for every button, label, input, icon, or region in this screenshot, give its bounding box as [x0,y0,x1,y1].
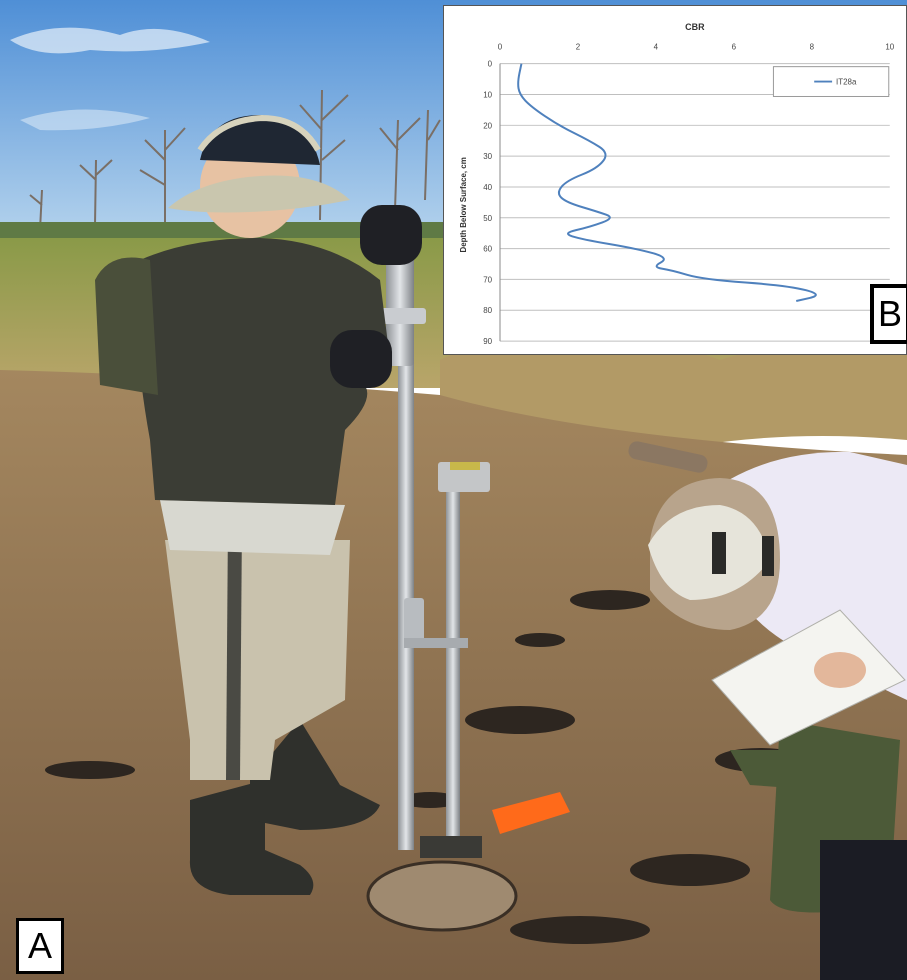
x-tick-label: 0 [498,43,503,52]
y-tick-label: 90 [483,337,492,346]
legend-label: IT28a [836,78,857,87]
y-tick-label: 30 [483,152,492,161]
chart-x-ticks: 0 2 4 6 8 10 [498,43,895,52]
y-tick-label: 0 [488,60,493,69]
y-tick-label: 60 [483,245,492,254]
penetrometer [372,250,490,858]
dark-mud-patches [45,590,805,944]
panel-b-label: B [870,284,907,344]
x-tick-label: 8 [810,43,815,52]
cloud [10,27,210,54]
chart-y-ticks: 0 10 20 30 40 50 60 70 80 90 [483,60,492,346]
chart-title: CBR [685,22,705,32]
cloud [20,109,150,131]
y-tick-label: 80 [483,306,492,315]
chart-series [517,63,817,302]
chart-legend: IT28a [772,66,890,97]
y-tick-label: 10 [483,90,492,99]
y-tick-label: 70 [483,275,492,284]
x-tick-label: 2 [576,43,581,52]
cbr-depth-chart: CBR Depth Below Surface, cm 0 2 4 6 8 10 0 10 2… [443,5,907,355]
dead-trees [29,89,441,231]
y-tick-label: 40 [483,183,492,192]
standing-person [95,114,422,895]
panel-a-label: A [16,918,64,974]
orange-flag [492,792,570,834]
grass-tufts [440,343,907,445]
series-line [517,63,817,302]
chart-grid [500,63,890,342]
test-hole [366,860,518,932]
driftwood [628,441,708,473]
x-tick-label: 10 [885,43,894,52]
crouching-person [648,451,907,980]
x-tick-label: 4 [654,43,659,52]
x-tick-label: 6 [732,43,737,52]
y-tick-label: 20 [483,121,492,130]
chart-y-axis-label: Depth Below Surface, cm [459,157,468,252]
y-tick-label: 50 [483,214,492,223]
